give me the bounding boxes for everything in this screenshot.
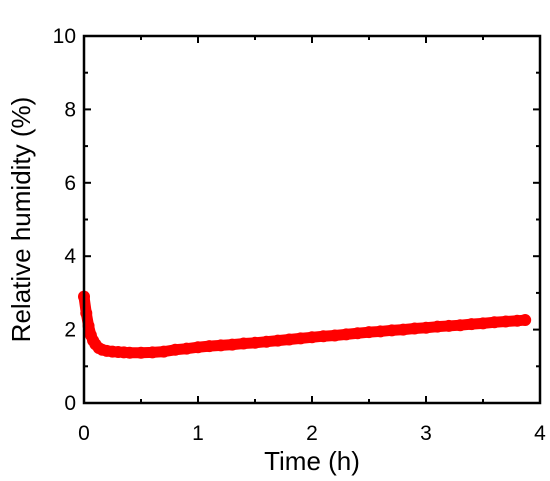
data-point [340,328,353,341]
data-point [157,345,170,358]
data-point [374,325,387,338]
data-point [294,332,307,345]
data-point [397,323,410,336]
y-tick-label: 0 [64,392,76,415]
data-point [283,333,296,346]
data-point [260,335,273,348]
data-point [306,331,318,344]
y-tick-label: 2 [64,319,76,342]
data-point [135,346,147,359]
data-point [408,322,421,335]
x-tick-label: 3 [420,422,432,445]
data-point [317,330,330,343]
y-axis-title: Relative humidity (%) [6,97,36,343]
y-tick-label: 4 [64,245,76,268]
plot-frame [82,34,542,405]
data-point [180,342,193,355]
x-tick-label: 2 [306,422,318,445]
data-point [214,339,227,352]
x-tick-label: 0 [78,422,90,445]
data-point [123,346,136,359]
data-layer [78,290,532,359]
data-point [192,341,204,354]
data-point [146,346,159,359]
y-tick-label: 10 [53,25,76,48]
data-point [203,340,216,353]
data-point [431,320,444,333]
labels-layer: 0 1 2 3 4 0 2 4 6 8 10 [53,25,547,445]
data-point [420,321,432,334]
data-point [351,327,364,340]
y-tick-label: 8 [64,98,76,121]
data-point [237,337,250,350]
data-point [477,317,489,330]
data-point [385,324,398,337]
data-point [465,318,478,331]
x-axis-title: Time (h) [264,446,360,476]
data-point [80,307,93,320]
data-point [442,319,455,332]
data-point [519,314,532,327]
data-point [328,329,341,342]
data-point [488,316,501,329]
y-tick-label: 6 [64,172,76,195]
data-point [82,319,95,332]
data-point [169,343,182,356]
x-tick-label: 1 [192,422,204,445]
data-point [271,334,284,347]
data-point [454,319,467,332]
data-point [499,315,512,328]
data-point [226,338,239,351]
x-tick-label: 4 [534,422,546,445]
data-point [249,336,261,349]
data-point [363,326,375,339]
